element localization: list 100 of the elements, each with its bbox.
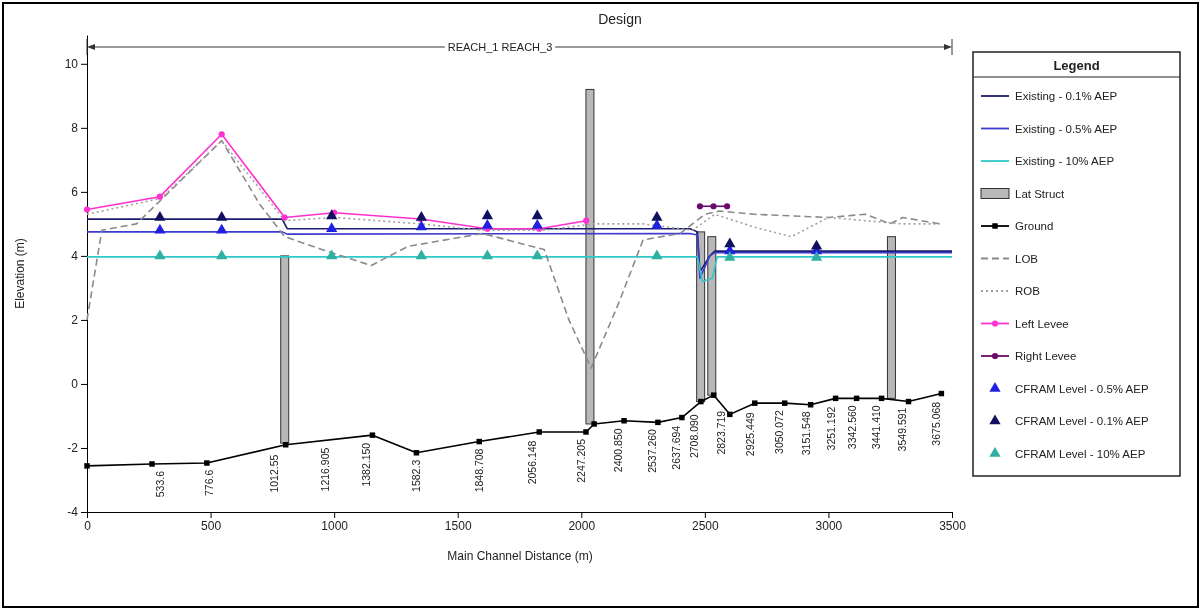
legend-label: Right Levee [1015, 350, 1077, 362]
point [651, 249, 663, 260]
legend-label: LOB [1015, 252, 1039, 265]
annotation: REACH_1 REACH_3 [447, 41, 553, 53]
point [724, 250, 736, 261]
y-tick-label: 6 [71, 185, 79, 200]
point [415, 220, 428, 231]
legend-label: Ground [1015, 220, 1054, 232]
annotation: 2247.205 [575, 438, 588, 483]
legend-label: Existing - 0.5% AEP [1015, 122, 1118, 135]
point [711, 392, 717, 398]
annotation: 533.6 [153, 470, 166, 498]
point [415, 249, 428, 260]
point [481, 209, 494, 220]
legend-label: Existing - 0.1% AEP [1015, 90, 1118, 102]
point [204, 460, 210, 466]
annotation: 3675.068 [930, 401, 943, 446]
x-tick-label: 0 [84, 518, 92, 533]
legend-label: ROB [1015, 285, 1041, 297]
point [84, 463, 90, 469]
annotation: 2708.090 [687, 414, 700, 459]
annotation: 1216.905 [318, 447, 331, 492]
annotation: 3151.548 [799, 411, 812, 456]
chart-title: Design [598, 11, 642, 27]
point [724, 237, 736, 248]
point [415, 210, 428, 221]
point [218, 131, 225, 138]
point [655, 419, 661, 426]
x-tick-label: 2500 [692, 518, 720, 533]
y-axis-title: Elevation (m) [13, 238, 27, 309]
point [583, 429, 589, 435]
y-tick-label: -4 [67, 505, 79, 520]
y-tick-label: 2 [71, 313, 79, 328]
x-tick-label: 1000 [321, 518, 349, 533]
point [481, 218, 494, 229]
y-tick-label: 0 [71, 377, 79, 392]
annotation: 2637.694 [669, 425, 682, 470]
point [583, 217, 590, 224]
annotation: 3342.560 [845, 405, 858, 450]
line-series [86, 139, 941, 369]
x-axis-title: Main Channel Distance (m) [447, 549, 593, 563]
annotation: 1382.150 [359, 442, 372, 487]
point [154, 210, 166, 221]
point [591, 421, 597, 427]
point [326, 222, 338, 232]
point [651, 210, 663, 221]
point [536, 429, 543, 435]
annotation: 2537.260 [645, 428, 658, 473]
point [696, 203, 703, 210]
annotation: 1582.3 [410, 459, 423, 492]
legend-label: Lat Struct [1015, 187, 1066, 200]
point [154, 249, 166, 260]
x-tick-label: 3500 [939, 518, 967, 533]
point [810, 239, 823, 250]
legend-label: Left Levee [1015, 317, 1069, 330]
point [154, 223, 166, 234]
annotation: 3441.410 [869, 405, 882, 450]
point [710, 203, 717, 210]
x-tick-label: 500 [201, 518, 222, 533]
y-tick-label: 4 [71, 249, 79, 264]
y-tick-label: 10 [64, 57, 79, 72]
bar [886, 236, 896, 399]
point [531, 249, 543, 260]
legend-label: CFRAM Level - 0.5% AEP [1015, 382, 1149, 395]
y-tick-label: -2 [67, 441, 79, 456]
point [369, 432, 376, 438]
point [326, 249, 338, 260]
bar [707, 236, 717, 396]
point [727, 411, 733, 418]
point [781, 400, 788, 406]
annotation: 1012.55 [267, 454, 280, 493]
legend-title: Legend [1053, 58, 1100, 73]
point [724, 203, 731, 210]
point [481, 249, 494, 260]
legend-label: Existing - 10% AEP [1015, 155, 1115, 167]
point [698, 398, 704, 405]
annotation: 1848.708 [473, 448, 486, 493]
bar [585, 88, 595, 425]
point [281, 214, 288, 221]
point [83, 206, 91, 213]
legend-label: CFRAM Level - 10% AEP [1015, 447, 1146, 460]
annotation: 2823.719 [714, 410, 727, 455]
annotation: 2056.148 [526, 440, 539, 485]
point [156, 193, 163, 200]
point [752, 400, 758, 406]
x-tick-label: 1500 [444, 518, 472, 533]
point [216, 223, 228, 234]
legend-label: CFRAM Level - 0.1% AEP [1015, 415, 1149, 427]
point [476, 438, 482, 445]
point [216, 210, 228, 221]
point [621, 418, 627, 424]
annotation: 2925.449 [743, 412, 756, 457]
point [413, 450, 420, 456]
x-tick-label: 3000 [815, 518, 843, 533]
line-series [86, 231, 953, 280]
annotation: 776.6 [202, 469, 215, 496]
point [531, 218, 543, 229]
point [216, 249, 228, 260]
annotation: 2400.850 [612, 428, 625, 473]
bar [280, 255, 290, 444]
